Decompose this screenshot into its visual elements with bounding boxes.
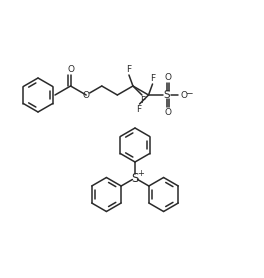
- Text: O: O: [164, 73, 171, 82]
- Text: S: S: [163, 90, 170, 100]
- Text: O: O: [83, 91, 90, 100]
- Text: S: S: [131, 172, 139, 185]
- Text: O: O: [164, 108, 171, 117]
- Text: F: F: [140, 96, 145, 105]
- Text: O: O: [181, 91, 187, 100]
- Text: O: O: [67, 65, 74, 74]
- Text: F: F: [150, 74, 155, 83]
- Text: F: F: [136, 105, 141, 114]
- Text: −: −: [185, 88, 192, 98]
- Text: F: F: [126, 65, 131, 74]
- Text: +: +: [138, 168, 144, 177]
